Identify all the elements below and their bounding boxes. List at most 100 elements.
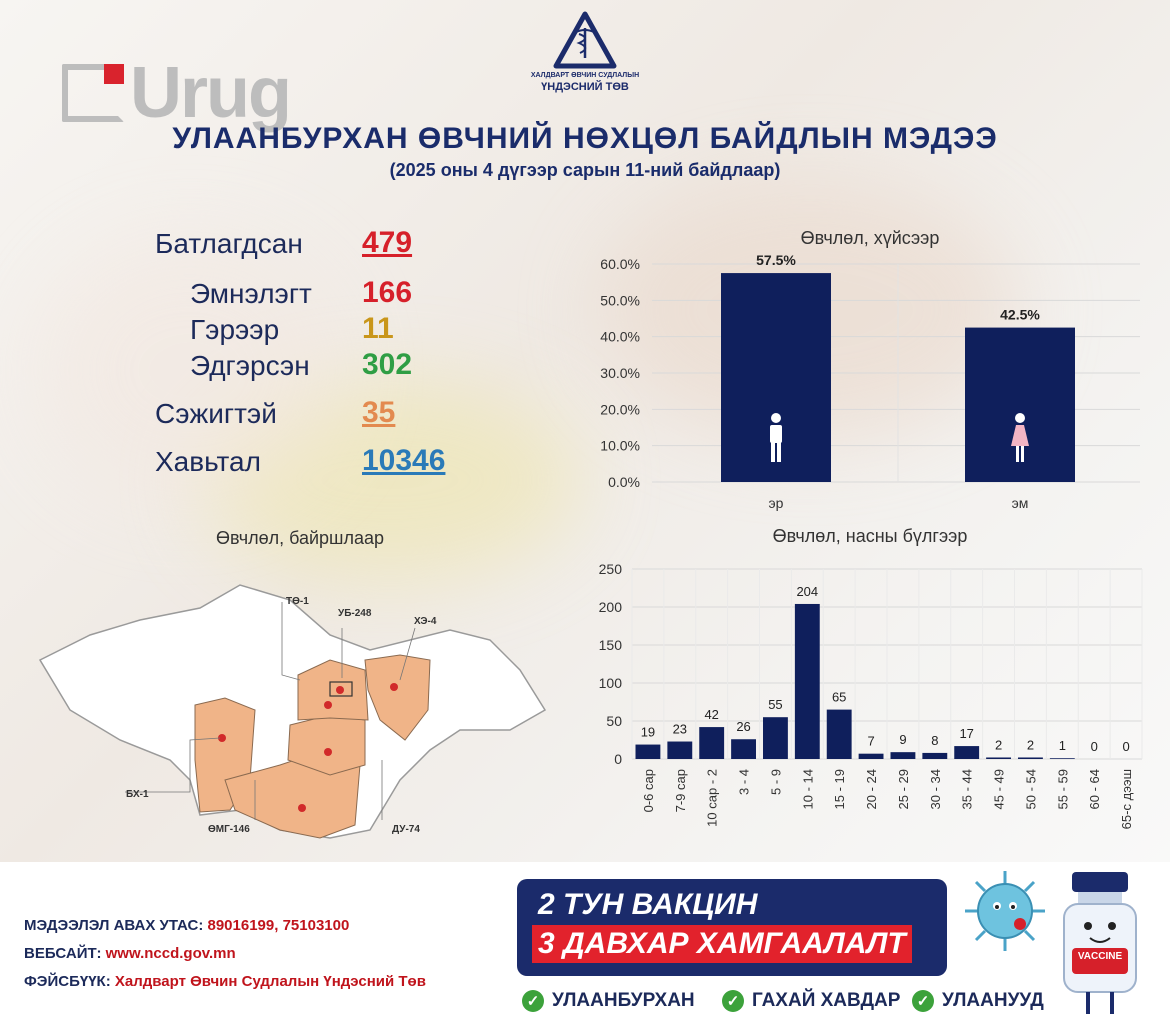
- contact-web: ВЕБСАЙТ: www.nccd.gov.mn: [24, 945, 236, 962]
- category-label: 7-9 сар: [673, 769, 688, 812]
- category-label: 20 - 24: [864, 769, 879, 809]
- female-person-icon: [1011, 413, 1029, 462]
- data-label: 2: [1027, 737, 1034, 752]
- category-label: 55 - 59: [1055, 769, 1070, 809]
- page-subtitle: (2025 оны 4 дүгээр сарын 11-ний байдлаар…: [389, 160, 781, 180]
- disease-mumps: ✓ ГАХАЙ ХАВДАР: [722, 990, 900, 1012]
- age-chart-title: Өвчлөл, насны бүлгээр: [772, 526, 968, 546]
- age-bar: [1018, 757, 1043, 759]
- gender-chart: 0.0% 10.0% 20.0% 30.0% 40.0% 50.0% 60.0% 57.5% э…: [600, 252, 1140, 511]
- age-bar: [731, 739, 756, 759]
- map-label-umnugovi: ӨМГ-146: [208, 824, 250, 835]
- contact-phone-value[interactable]: 89016199, 75103100: [207, 917, 350, 934]
- category-label: 45 - 49: [992, 769, 1007, 809]
- stat-label-confirmed: Батлагдсан: [155, 228, 303, 259]
- map-dot: [324, 748, 332, 756]
- category-label: 65-с дээш: [1119, 769, 1134, 829]
- age-bar: [954, 746, 980, 759]
- category-label: 50 - 54: [1023, 769, 1038, 809]
- stat-value-suspected: 35: [362, 396, 396, 429]
- category-label: 5 - 9: [768, 769, 783, 795]
- mongolia-map: [38, 584, 547, 839]
- vaccine-line2: 3 ДАВХАР ХАМГААЛАЛТ: [532, 925, 912, 963]
- y-tick-label: 50: [606, 713, 622, 729]
- map-dot: [218, 734, 226, 742]
- nccd-logo-icon: [553, 11, 617, 69]
- category-label: 0-6 сар: [641, 769, 656, 812]
- category-label: 15 - 19: [832, 769, 847, 809]
- map-dot: [390, 683, 398, 691]
- contact-facebook: ФЭЙСБҮҮК: Халдварт Өвчин Судлалын Үндэсн…: [24, 973, 426, 990]
- map-outline: [38, 584, 547, 839]
- stat-label-hospital: Эмнэлэгт: [190, 278, 312, 309]
- data-label: 57.5%: [756, 252, 796, 268]
- check-shield-icon: ✓: [912, 990, 934, 1012]
- data-label: 19: [641, 725, 655, 740]
- category-label: 3 - 4: [737, 769, 752, 795]
- urug-watermark-text: Urug: [130, 53, 292, 133]
- data-label: 17: [959, 726, 973, 741]
- stat-value-contacts: 10346: [362, 444, 446, 477]
- y-tick-label: 150: [599, 637, 623, 653]
- disease-rubella: ✓ УЛААНУУД: [912, 990, 1044, 1012]
- background-photo: [40, 240, 340, 500]
- y-tick-label: 20.0%: [600, 401, 640, 417]
- map-dot: [324, 701, 332, 709]
- urug-watermark: Urug: [62, 52, 292, 134]
- vaccine-line1: 2 ТУН ВАКЦИН: [538, 888, 758, 921]
- map-title: Өвчлөл, байршлаар: [215, 528, 385, 548]
- age-bar: [890, 752, 916, 759]
- disease-label: УЛААНУУД: [942, 990, 1044, 1011]
- contact-phone-label: МЭДЭЭЛЭЛ АВАХ УТАС:: [24, 917, 204, 934]
- stat-label-recovered: Эдгэрсэн: [190, 350, 310, 381]
- y-tick-label: 0: [614, 751, 622, 767]
- stat-value-recovered: 302: [362, 348, 413, 381]
- age-bar: [922, 752, 948, 759]
- contact-web-link[interactable]: www.nccd.gov.mn: [105, 945, 236, 962]
- category-label: 10 сар - 2: [705, 769, 720, 827]
- age-bar: [699, 727, 725, 759]
- category-label: 30 - 34: [928, 769, 943, 809]
- y-tick-label: 250: [599, 561, 623, 577]
- org-name-line1: ХАЛДВАРТ ӨВЧИН СУДЛАЛЫН: [530, 72, 640, 79]
- virus-icon: [965, 871, 1045, 951]
- map-dot: [336, 686, 344, 694]
- map-label-ub: УБ-248: [338, 608, 372, 619]
- urug-logo-icon: [62, 64, 124, 122]
- map-label-bayankhongor: БХ-1: [126, 789, 149, 800]
- contact-facebook-link[interactable]: Халдварт Өвчин Судлалын Үндэсний Төв: [114, 973, 426, 990]
- contact-facebook-label: ФЭЙСБҮҮК:: [24, 973, 111, 990]
- vaccine-bottle-icon: [1063, 872, 1137, 1014]
- data-label: 42: [704, 707, 718, 722]
- map-label-khentii: ХЭ-4: [414, 616, 437, 627]
- data-label: 9: [899, 732, 906, 747]
- data-label: 204: [796, 584, 818, 599]
- data-label: 26: [736, 719, 750, 734]
- map-label-tuv: ТӨ-1: [286, 596, 309, 607]
- age-bar: [794, 603, 820, 759]
- y-tick-label: 100: [599, 675, 623, 691]
- age-bar: [986, 757, 1011, 759]
- y-tick-label: 50.0%: [600, 292, 640, 308]
- data-label: 0: [1091, 739, 1098, 754]
- category-label: 10 - 14: [800, 769, 815, 809]
- y-tick-label: 10.0%: [600, 438, 640, 454]
- y-tick-label: 0.0%: [608, 474, 640, 490]
- data-label: 42.5%: [1000, 307, 1040, 323]
- y-tick-label: 60.0%: [600, 256, 640, 272]
- y-tick-label: 30.0%: [600, 365, 640, 381]
- y-tick-label: 40.0%: [600, 329, 640, 345]
- stat-label-home: Гэрээр: [190, 314, 280, 345]
- check-shield-icon: ✓: [722, 990, 744, 1012]
- male-person-icon: [770, 413, 782, 462]
- stat-value-home: 11: [362, 312, 394, 345]
- map-dot: [298, 804, 306, 812]
- stat-value-confirmed: 479: [362, 226, 413, 259]
- age-bar: [826, 709, 852, 759]
- bar-female: [965, 327, 1075, 482]
- map-label-dundgovi: ДУ-74: [392, 824, 420, 835]
- org-name-line2: ҮНДЭСНИЙ ТӨВ: [541, 81, 629, 93]
- stat-value-hospital: 166: [362, 276, 413, 309]
- contact-phone: МЭДЭЭЛЭЛ АВАХ УТАС: 89016199, 75103100: [24, 917, 349, 934]
